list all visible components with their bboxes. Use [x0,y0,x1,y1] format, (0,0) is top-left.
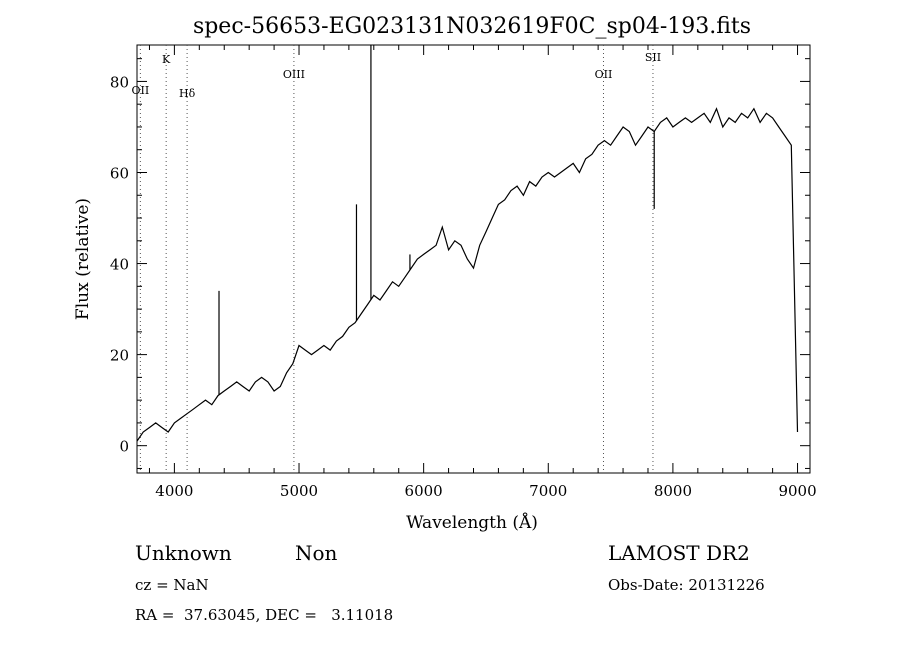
axis-ticks: 4000 5000 6000 7000 8000 9000 0 20 40 60 80 [110,45,817,500]
spectral-line-markers: OII K Hδ OIII OII SII [132,45,661,473]
obs-date-label: Obs-Date: 20131226 [608,576,765,594]
spectral-line-label-2: Hδ [179,87,196,100]
x-tick-label-4: 8000 [654,482,692,500]
y-tick-label-2: 40 [110,256,129,274]
x-tick-label-2: 6000 [405,482,443,500]
y-tick-label-4: 80 [110,73,129,91]
x-tick-label-3: 7000 [529,482,567,500]
subclass-label: Non [295,541,338,565]
survey-label: LAMOST DR2 [608,541,750,565]
x-axis-label: Wavelength (Å) [406,512,538,533]
x-tick-label-0: 4000 [155,482,193,500]
y-tick-label-0: 0 [119,438,129,456]
y-tick-label-1: 20 [110,347,129,365]
spectral-line-label-0: OII [132,84,150,97]
plot-frame [136,44,811,474]
y-tick-label-3: 60 [110,164,129,182]
x-tick-label-1: 5000 [280,482,318,500]
class-label: Unknown [135,541,232,565]
spectral-line-label-4: OII [595,68,613,81]
spectral-line-label-5: SII [645,51,661,64]
spectral-line-label-1: K [162,53,171,66]
spectrum-series [136,45,799,442]
cz-label: cz = NaN [135,576,209,594]
spectrum-line-0 [136,107,799,442]
spectral-line-label-3: OIII [283,68,305,81]
x-tick-label-5: 9000 [778,482,816,500]
chart-title: spec-56653-EG023131N032619F0C_sp04-193.f… [193,14,751,39]
y-axis-label: Flux (relative) [73,198,93,320]
coords-label: RA = 37.63045, DEC = 3.11018 [135,606,394,624]
